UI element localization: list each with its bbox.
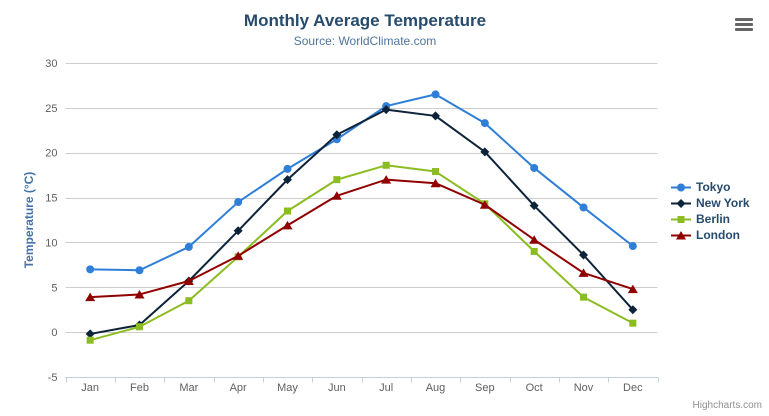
series-london[interactable] — [85, 175, 638, 302]
y-axis-tick-label: 25 — [45, 103, 57, 115]
legend: Tokyo New York Berlin London — [671, 179, 750, 243]
hamburger-icon — [735, 22, 753, 26]
y-axis-tick-label: 0 — [51, 327, 57, 339]
series-tokyo[interactable] — [86, 90, 637, 275]
legend-item-new-york[interactable]: New York — [671, 195, 750, 211]
y-axis-tick-label: -5 — [48, 372, 58, 384]
legend-item-berlin[interactable]: Berlin — [671, 211, 750, 227]
x-axis-tick-label: Jun — [328, 382, 346, 394]
x-axis-tick-label: Dec — [623, 382, 643, 394]
series-berlin[interactable] — [86, 161, 637, 344]
square-legend-marker-icon — [671, 215, 691, 223]
x-axis-tick-label: Sep — [475, 382, 495, 394]
x-axis-tick-label: Nov — [574, 382, 594, 394]
y-axis-tick-label: 20 — [45, 148, 57, 160]
series-new-york[interactable] — [85, 105, 638, 339]
y-axis-tick-label: 15 — [45, 193, 57, 205]
legend-item-london[interactable]: London — [671, 227, 750, 243]
y-axis-tick-label: 10 — [45, 237, 57, 249]
chart-title: Monthly Average Temperature — [243, 11, 487, 30]
y-axis-title: Temperature (°C) — [22, 171, 36, 269]
x-axis-tick-label: Feb — [130, 382, 149, 394]
chart-subtitle: Source: WorldClimate.com — [293, 34, 437, 48]
credits-link[interactable]: Highcharts.com — [692, 400, 762, 411]
triangle-legend-marker-icon — [671, 230, 691, 239]
legend-item-label: Berlin — [696, 212, 731, 226]
y-axis-tick-label: 5 — [51, 282, 57, 294]
x-axis-tick-label: Aug — [426, 382, 446, 394]
y-axis-tick-label: 30 — [45, 58, 57, 70]
x-axis-tick-label: Jul — [379, 382, 393, 394]
x-axis-tick-label: Jan — [81, 382, 99, 394]
legend-item-label: New York — [696, 196, 750, 210]
x-axis-tick-label: Mar — [179, 382, 198, 394]
legend-item-label: Tokyo — [696, 180, 731, 194]
circle-legend-marker-icon — [671, 183, 691, 191]
diamond-legend-marker-icon — [671, 198, 691, 208]
x-axis-tick-label: Apr — [230, 382, 247, 394]
x-axis-tick-label: Oct — [526, 382, 543, 394]
hamburger-icon — [735, 27, 753, 31]
context-menu-button[interactable] — [733, 15, 755, 33]
hamburger-icon — [735, 17, 753, 21]
legend-item-tokyo[interactable]: Tokyo — [671, 179, 750, 195]
x-axis-tick-label: May — [277, 382, 298, 394]
legend-item-label: London — [696, 228, 740, 242]
